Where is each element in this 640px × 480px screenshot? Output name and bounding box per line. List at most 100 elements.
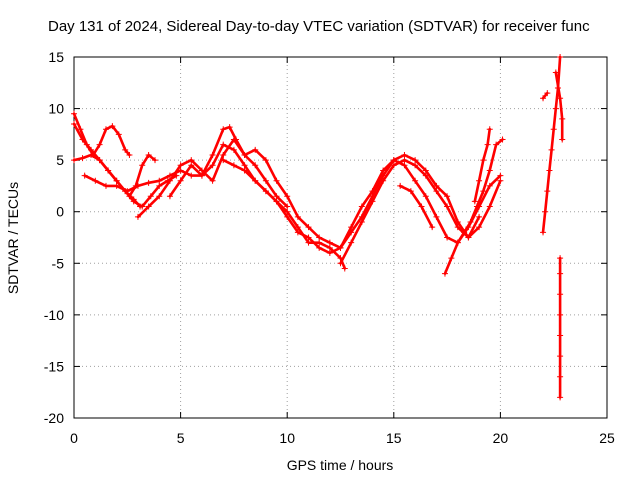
data-point [294, 213, 301, 220]
data-point [557, 394, 564, 401]
data-point [115, 131, 122, 138]
data-point [550, 126, 557, 133]
series-track-3 [71, 151, 180, 210]
data-point [380, 177, 387, 184]
x-tick-label: 0 [70, 430, 78, 446]
data-point [262, 177, 269, 184]
y-tick-label: 5 [56, 152, 64, 168]
data-point [480, 157, 487, 164]
data-point [461, 229, 468, 236]
data-point [230, 146, 237, 153]
data-point [493, 141, 500, 148]
series-track-9 [337, 157, 483, 267]
series-track-15 [552, 69, 566, 143]
data-point [467, 219, 474, 226]
data-point [241, 151, 248, 158]
data-point [557, 255, 564, 262]
data-point [77, 126, 84, 133]
data-point [102, 126, 109, 133]
data-point [126, 193, 133, 200]
data-point [316, 244, 323, 251]
x-tick-label: 10 [279, 430, 295, 446]
data-point [407, 188, 414, 195]
data-point [96, 141, 103, 148]
data-point [557, 54, 564, 60]
data-point [209, 177, 216, 184]
data-point [497, 172, 504, 179]
data-point [412, 157, 419, 164]
data-point [542, 208, 549, 215]
series-track-5 [126, 151, 159, 200]
data-point [476, 177, 483, 184]
data-point [422, 172, 429, 179]
data-point [79, 136, 86, 143]
data-point [230, 162, 237, 169]
data-point [316, 239, 323, 246]
y-tick-label: -10 [44, 307, 64, 323]
data-point [198, 167, 205, 174]
data-point [305, 224, 312, 231]
data-point [433, 182, 440, 189]
data-point [433, 213, 440, 220]
data-point [444, 234, 451, 241]
data-point [546, 167, 553, 174]
data-point [126, 151, 133, 158]
data-point [476, 213, 483, 220]
data-point [390, 157, 397, 164]
data-point [552, 69, 559, 76]
series-track-4 [81, 124, 291, 210]
plot-frame [73, 56, 608, 419]
data-point [348, 224, 355, 231]
data-point [326, 239, 333, 246]
data-point [273, 177, 280, 184]
series-trace [443, 138, 504, 275]
y-tick-label: 10 [48, 101, 64, 117]
series-track-11 [441, 136, 506, 277]
data-point [71, 121, 77, 128]
data-point [156, 177, 163, 184]
data-point [139, 162, 146, 169]
data-point [348, 239, 355, 246]
data-point [557, 291, 564, 298]
data-point [557, 95, 564, 102]
y-tick-labels: -20 -15 -10 -5 0 5 10 15 [44, 49, 64, 426]
series-trace [168, 143, 502, 255]
series-track-7 [166, 141, 504, 256]
x-tick-label: 20 [493, 430, 509, 446]
data-point [557, 270, 564, 277]
series-track-6 [134, 136, 504, 251]
data-point [473, 203, 480, 210]
data-point [220, 157, 227, 164]
data-point [544, 90, 551, 97]
data-point [88, 146, 95, 153]
chart-title: Day 131 of 2024, Sidereal Day-to-day VTE… [48, 18, 590, 35]
data-point [544, 188, 551, 195]
data-point [486, 203, 493, 210]
axis-ticks [73, 56, 608, 419]
data-point [96, 157, 103, 164]
data-point [480, 188, 487, 195]
data-point [401, 162, 408, 169]
data-point [369, 188, 376, 195]
data-point [397, 182, 404, 189]
data-point [540, 95, 547, 102]
data-point [177, 162, 184, 169]
data-point [441, 270, 448, 277]
x-tick-label: 5 [177, 430, 185, 446]
data-point [113, 177, 120, 184]
data-point [486, 182, 493, 189]
data-point [79, 155, 86, 162]
series-track-8 [220, 157, 348, 272]
series-trace [72, 112, 131, 157]
data-point [358, 203, 365, 210]
data-point [105, 167, 112, 174]
data-point [418, 203, 425, 210]
data-point [156, 193, 163, 200]
data-point [358, 219, 365, 226]
y-tick-label: 0 [56, 204, 64, 220]
data-point [109, 123, 116, 130]
data-point [448, 255, 455, 262]
data-point [499, 136, 506, 143]
data-point [548, 146, 555, 153]
data-point [262, 157, 269, 164]
